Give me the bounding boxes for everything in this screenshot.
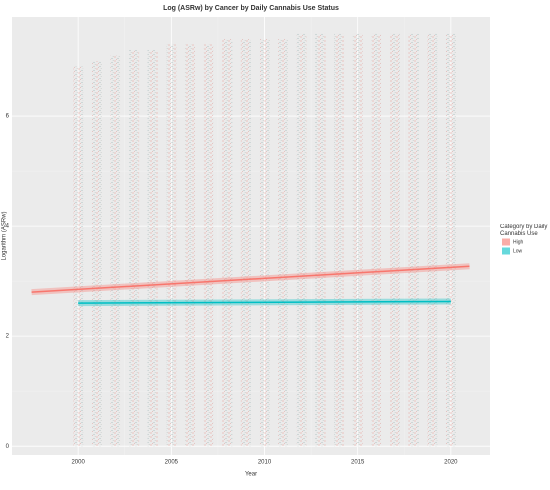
point-column bbox=[427, 33, 438, 447]
point-column bbox=[445, 33, 456, 447]
point-column bbox=[259, 39, 270, 447]
point-column bbox=[315, 33, 326, 447]
point-column bbox=[110, 55, 121, 447]
point-column bbox=[166, 44, 177, 447]
point-column bbox=[184, 44, 195, 447]
y-axis-label: Logarithm (ASRw) bbox=[2, 211, 8, 260]
x-tick-label: 2015 bbox=[351, 460, 365, 466]
point-column bbox=[296, 33, 307, 447]
point-column bbox=[278, 39, 289, 447]
legend-title: Category by Daily Cannabis Use bbox=[500, 224, 548, 237]
legend-label: Low bbox=[513, 248, 523, 254]
point-column bbox=[147, 50, 158, 447]
point-column bbox=[73, 66, 84, 447]
trend-line bbox=[31, 265, 470, 293]
x-axis-label: Year bbox=[245, 472, 257, 478]
point-column bbox=[334, 33, 345, 447]
point-column bbox=[371, 33, 382, 447]
trend-line bbox=[78, 300, 451, 304]
point-column bbox=[91, 61, 102, 447]
x-tick-label: 2010 bbox=[258, 460, 272, 466]
legend-key bbox=[502, 247, 510, 255]
point-column bbox=[129, 50, 140, 447]
point-column bbox=[408, 33, 419, 447]
point-column bbox=[203, 44, 214, 447]
legend-title-box: Category by Daily Cannabis Use bbox=[500, 224, 548, 237]
x-tick-label: 2005 bbox=[165, 460, 179, 466]
legend-label: High bbox=[513, 239, 524, 245]
chart-title: Log (ASRw) by Cancer by Daily Cannabis U… bbox=[163, 5, 339, 12]
y-tick-label: 2 bbox=[6, 334, 10, 340]
y-tick-label: 0 bbox=[6, 444, 10, 450]
legend-key bbox=[502, 238, 510, 246]
point-column bbox=[352, 33, 363, 447]
x-tick-label: 2020 bbox=[444, 460, 458, 466]
point-column bbox=[389, 33, 400, 447]
point-column bbox=[222, 39, 233, 447]
x-tick-label: 2000 bbox=[71, 460, 85, 466]
y-tick-label: 4 bbox=[6, 224, 10, 230]
point-column bbox=[240, 39, 251, 447]
y-tick-label: 6 bbox=[6, 114, 10, 120]
